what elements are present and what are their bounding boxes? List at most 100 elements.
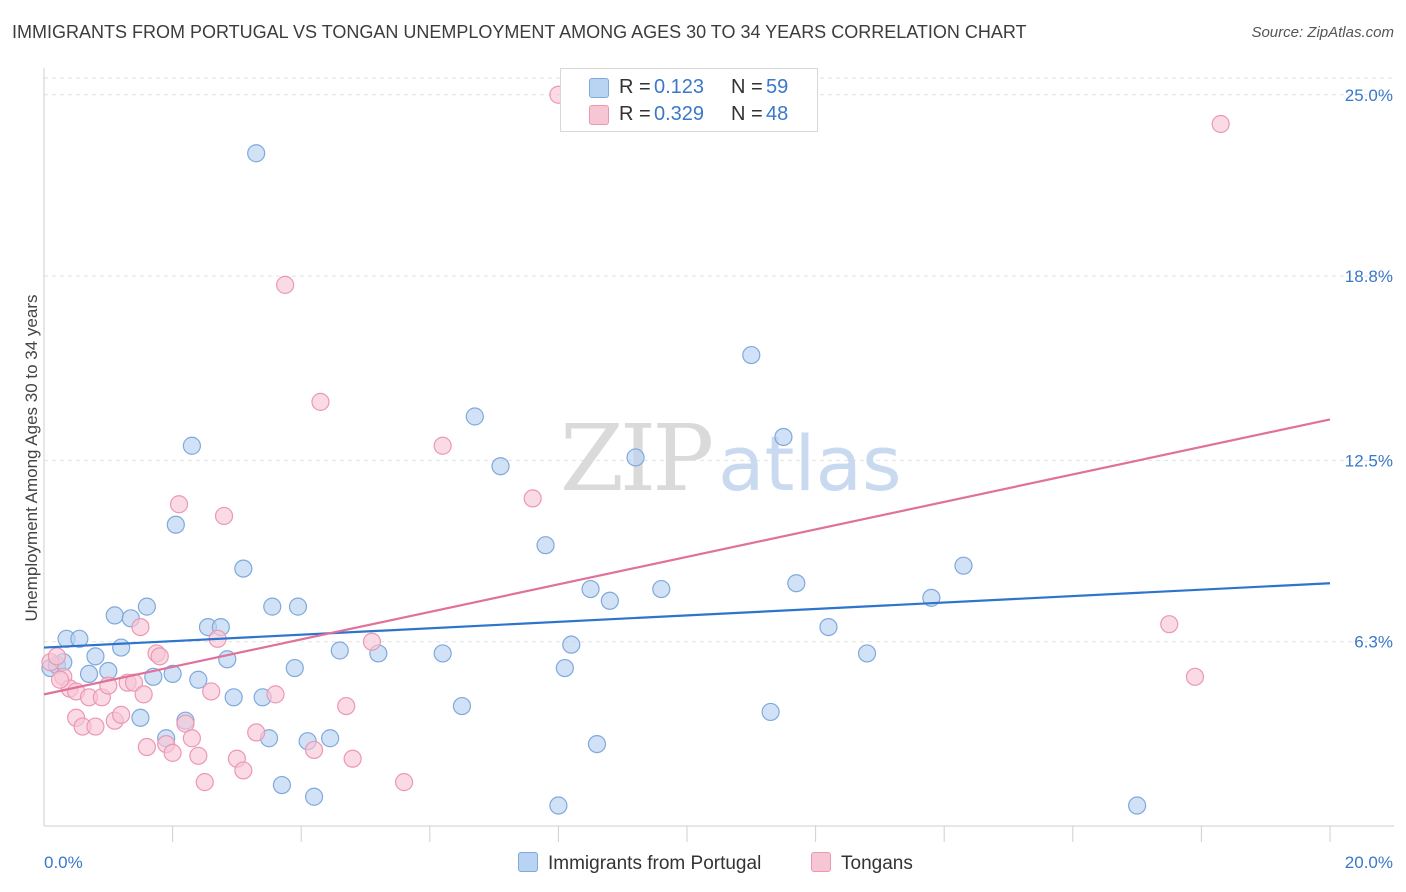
correlation-legend: R = 0.123 N = 59 R = 0.329 N = 48 — [560, 68, 818, 132]
data-point-portugal — [234, 559, 253, 578]
data-point-tongans — [311, 392, 330, 411]
data-point-portugal — [600, 591, 619, 610]
y-axis-label: Unemployment Among Ages 30 to 34 years — [22, 295, 41, 622]
watermark: ZIP atlas — [560, 405, 902, 512]
y-tick-label: 12.5% — [1345, 451, 1393, 470]
data-point-portugal — [536, 536, 555, 555]
y-tick-label: 6.3% — [1354, 633, 1393, 652]
legend-row-portugal: R = 0.123 N = 59 — [561, 73, 817, 101]
data-point-portugal — [247, 144, 266, 163]
data-point-portugal — [189, 670, 208, 689]
data-point-tongans — [362, 632, 382, 651]
data-point-portugal — [491, 457, 510, 476]
data-point-tongans — [276, 275, 295, 294]
data-point-portugal — [587, 734, 607, 754]
data-point-tongans — [169, 495, 189, 514]
x-tick-label: 20.0% — [1345, 853, 1393, 872]
data-point-portugal — [581, 579, 600, 599]
data-point-portugal — [288, 597, 308, 616]
data-point-portugal — [562, 635, 581, 654]
data-point-portugal — [787, 574, 806, 593]
data-point-tongans — [131, 617, 150, 637]
legend-r-value: 0.329 — [654, 103, 705, 125]
data-point-portugal — [555, 658, 574, 678]
trend-line-tongans — [43, 418, 1331, 696]
y-tick-labels: 6.3% 12.5% 18.8% 25.0% — [1345, 86, 1393, 652]
data-point-portugal — [465, 407, 484, 426]
legend-swatch-tongans — [811, 852, 831, 872]
data-point-tongans — [150, 647, 169, 666]
data-point-tongans — [1211, 114, 1230, 134]
data-point-portugal — [549, 796, 568, 815]
data-point-tongans — [189, 746, 208, 765]
data-point-portugal — [321, 729, 340, 748]
data-point-portugal — [131, 708, 150, 727]
x-tick-labels: 0.0% 20.0% — [44, 853, 1393, 872]
data-point-portugal — [954, 556, 973, 575]
legend-n-label: N = — [731, 76, 763, 98]
data-point-tongans — [47, 647, 66, 666]
data-point-portugal — [452, 696, 472, 716]
data-point-tongans — [163, 743, 182, 762]
legend-r-value: 0.123 — [654, 76, 705, 98]
legend-n-value: 59 — [766, 76, 789, 98]
data-point-tongans — [1160, 615, 1179, 634]
trend-line-portugal — [43, 582, 1331, 649]
axes — [43, 68, 1394, 842]
legend-swatch-tongans — [589, 105, 609, 125]
data-point-portugal — [433, 644, 452, 663]
data-point-tongans — [137, 737, 156, 757]
data-point-tongans — [343, 749, 362, 768]
data-point-portugal — [163, 664, 182, 684]
data-point-portugal — [137, 597, 156, 616]
data-point-tongans — [337, 696, 356, 716]
data-point-portugal — [272, 775, 292, 795]
data-point-portugal — [79, 664, 99, 684]
data-point-tongans — [50, 670, 70, 689]
legend-n-value: 48 — [766, 103, 789, 125]
data-point-portugal — [742, 345, 761, 365]
y-tick-label: 18.8% — [1345, 267, 1393, 286]
legend-item-portugal: Immigrants from Portugal — [518, 852, 761, 875]
y-tick-label: 25.0% — [1345, 86, 1393, 105]
data-point-portugal — [182, 436, 201, 455]
legend-swatch-portugal — [589, 78, 609, 98]
data-point-portugal — [652, 579, 671, 599]
data-point-portugal — [166, 515, 185, 534]
legend-label-portugal: Immigrants from Portugal — [548, 853, 762, 874]
data-point-portugal — [304, 787, 324, 806]
legend-row-tongans: R = 0.329 N = 48 — [561, 100, 817, 128]
data-point-tongans — [1185, 667, 1205, 686]
chart-title: IMMIGRANTS FROM PORTUGAL VS TONGAN UNEMP… — [12, 22, 1027, 42]
data-point-tongans — [523, 489, 542, 508]
data-point-portugal — [819, 617, 838, 637]
legend-r-label: R = — [619, 76, 651, 98]
data-point-portugal — [224, 688, 243, 707]
data-point-portugal — [105, 606, 124, 625]
data-point-portugal — [285, 658, 304, 678]
data-point-tongans — [304, 740, 324, 760]
watermark-atlas: atlas — [718, 419, 902, 508]
data-point-tongans — [266, 685, 285, 704]
data-point-tongans — [214, 506, 234, 526]
data-point-portugal — [263, 597, 282, 616]
data-points — [41, 85, 1230, 815]
data-point-tongans — [182, 729, 201, 748]
data-point-tongans — [134, 685, 153, 704]
data-point-tongans — [195, 773, 214, 792]
data-point-tongans — [202, 682, 221, 701]
data-point-portugal — [1127, 796, 1147, 815]
x-tick-label: 0.0% — [44, 853, 83, 872]
legend-n-label: N = — [731, 103, 763, 125]
data-point-portugal — [857, 644, 877, 663]
legend-label-tongans: Tongans — [841, 853, 913, 874]
data-point-tongans — [112, 705, 131, 724]
data-point-portugal — [112, 638, 131, 657]
data-point-tongans — [394, 773, 414, 792]
data-point-tongans — [86, 717, 105, 736]
data-point-portugal — [330, 641, 349, 660]
grid — [44, 77, 1394, 643]
source-credit: Source: ZipAtlas.com — [1251, 24, 1394, 41]
data-point-portugal — [626, 448, 645, 467]
